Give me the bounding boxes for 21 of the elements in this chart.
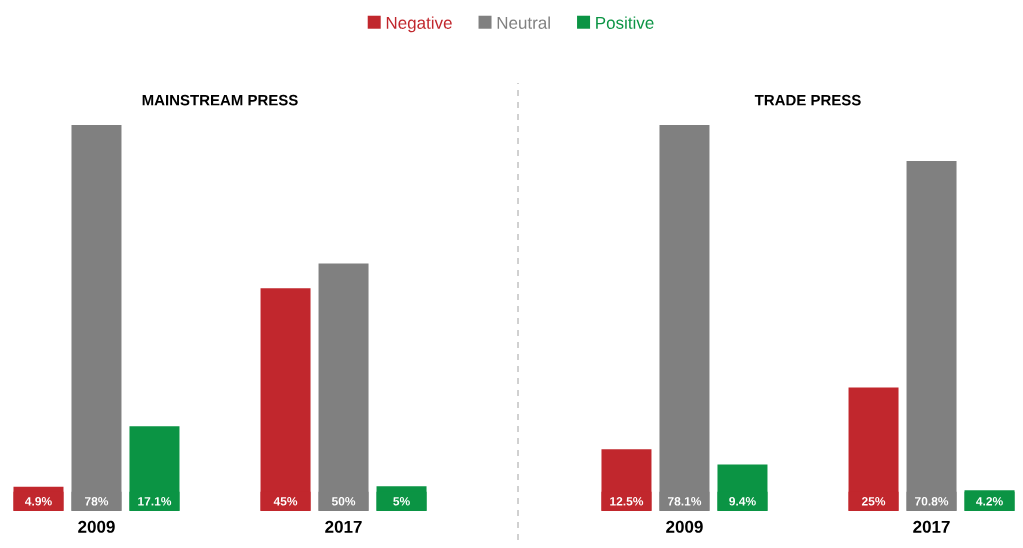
data-label: 12.5% bbox=[610, 497, 644, 506]
data-label: 9.4% bbox=[729, 497, 756, 506]
data-label: 78% bbox=[84, 497, 109, 506]
x-tick-label: 2017 bbox=[913, 520, 950, 533]
data-label: 17.1% bbox=[138, 497, 172, 506]
data-label: 4.9% bbox=[24, 497, 52, 506]
x-tick-label: 2009 bbox=[666, 520, 703, 533]
chart-title: MAINSTREAM PRESS bbox=[142, 94, 298, 106]
data-label: 45% bbox=[273, 497, 298, 506]
legend-label: Negative bbox=[386, 16, 452, 33]
legend-label: Neutral bbox=[497, 16, 550, 29]
data-label: 5% bbox=[393, 497, 410, 506]
data-label: 50% bbox=[331, 497, 356, 506]
x-tick-label: 2017 bbox=[325, 520, 362, 533]
data-label: 4.2% bbox=[976, 497, 1003, 506]
data-label: 25% bbox=[861, 497, 886, 506]
data-label: 70.8% bbox=[915, 497, 949, 506]
x-tick-label: 2009 bbox=[78, 520, 115, 533]
legend-label: Positive bbox=[596, 16, 654, 29]
data-label: 78.1% bbox=[667, 497, 702, 506]
chart-title: TRADE PRESS bbox=[754, 94, 861, 106]
